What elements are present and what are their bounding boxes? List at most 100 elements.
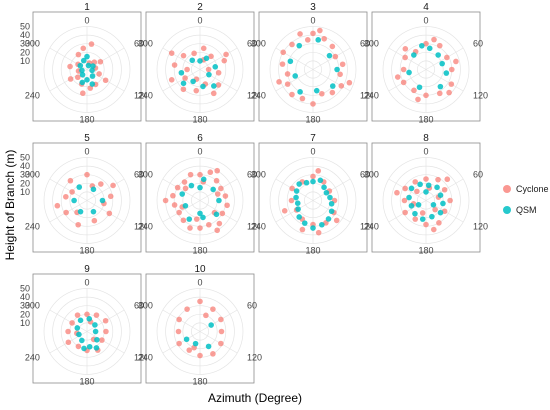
panel-title: 10: [194, 264, 206, 275]
cyclone-point: [182, 75, 188, 81]
cyclone-point: [207, 169, 214, 176]
angle-tick-label: 240: [364, 91, 379, 101]
qsm-point: [294, 200, 301, 206]
angle-grid-line: [312, 69, 351, 92]
cyclone-point: [299, 226, 306, 233]
angle-tick-label: 180: [418, 246, 433, 256]
legend: Cyclone QSM: [503, 184, 549, 215]
cyclone-point: [74, 312, 81, 318]
cyclone-point: [110, 182, 116, 189]
cyclone-point: [218, 328, 225, 335]
radial-tick-label: 50: [20, 284, 30, 294]
angle-tick-label: 0: [310, 147, 315, 157]
qsm-point: [94, 336, 100, 343]
cyclone-point: [339, 61, 346, 68]
cyclone-point: [224, 202, 230, 209]
qsm-point: [179, 191, 186, 197]
cyclone-point: [184, 66, 190, 73]
qsm-point: [292, 73, 299, 79]
angle-tick-label: 0: [84, 147, 89, 157]
cyclone-point: [170, 192, 176, 199]
qsm-point: [325, 216, 332, 222]
angle-tick-label: 60: [247, 170, 257, 180]
cyclone-point: [176, 209, 182, 216]
cyclone-point: [400, 66, 407, 73]
qsm-point: [76, 331, 82, 338]
qsm-point: [315, 37, 322, 43]
qsm-point: [89, 67, 95, 74]
cyclone-point: [394, 74, 401, 80]
qsm-point: [205, 343, 212, 350]
angle-tick-label: 60: [247, 301, 257, 311]
angle-grid-line: [275, 69, 314, 92]
panel-title: 5: [84, 133, 90, 144]
angle-tick-label: 180: [305, 246, 320, 256]
radial-tick-label: 30: [20, 39, 30, 49]
qsm-point: [426, 45, 433, 52]
angle-tick-label: 300: [25, 301, 40, 311]
qsm-point: [430, 202, 437, 208]
qsm-point: [92, 322, 98, 328]
qsm-point: [90, 63, 96, 69]
cyclone-point: [419, 210, 426, 216]
qsm-point: [79, 71, 86, 78]
x-axis-title: Azimuth (Degree): [208, 391, 302, 405]
qsm-point: [212, 64, 219, 70]
qsm-point: [197, 58, 203, 64]
cyclone-point: [448, 81, 455, 87]
qsm-point: [310, 178, 316, 185]
qsm-point: [77, 317, 84, 324]
cyclone-point: [176, 340, 182, 347]
cyclone-point: [206, 221, 212, 228]
cyclone-point: [96, 71, 102, 77]
qsm-point: [89, 81, 96, 87]
angle-tick-label: 60: [134, 301, 144, 311]
cyclone-point: [453, 58, 459, 65]
qsm-point: [303, 179, 310, 186]
cyclone-point: [402, 46, 409, 52]
legend-key-qsm: [503, 206, 511, 214]
cyclone-point: [321, 35, 327, 42]
panel-4: 4 0 60 120 180 240 300: [364, 2, 488, 125]
cyclone-point: [288, 197, 295, 204]
qsm-point: [79, 67, 85, 74]
cyclone-point: [412, 179, 419, 185]
panel-3: 3 0 60 120 180 240 300: [251, 2, 375, 125]
cyclone-point: [69, 189, 75, 195]
cyclone-point: [289, 41, 295, 48]
cyclone-point: [304, 37, 311, 43]
qsm-point: [313, 87, 320, 94]
cyclone-point: [214, 167, 220, 174]
cyclone-point: [332, 53, 339, 60]
cyclone-point: [423, 221, 429, 228]
angle-tick-label: 60: [473, 39, 483, 49]
qsm-point: [197, 184, 203, 191]
angle-grid-line: [199, 200, 238, 223]
angle-tick-label: 180: [192, 377, 207, 387]
cyclone-point: [103, 328, 109, 335]
cyclone-point: [75, 51, 82, 58]
cyclone-point: [97, 58, 104, 65]
cyclone-point: [289, 91, 295, 98]
panel-title: 2: [197, 2, 203, 13]
cyclone-point: [423, 40, 429, 47]
panel-title: 4: [423, 2, 429, 13]
qsm-point: [435, 52, 441, 58]
qsm-point: [301, 220, 308, 226]
angle-grid-line: [199, 47, 238, 70]
qsm-point: [440, 200, 446, 207]
qsm-point: [321, 184, 327, 191]
qsm-point: [79, 79, 86, 86]
cyclone-point: [168, 76, 175, 83]
cyclone-point: [441, 186, 448, 193]
cyclone-point: [80, 45, 87, 52]
angle-grid-line: [86, 331, 125, 354]
cyclone-point: [106, 210, 113, 217]
angle-tick-label: 0: [84, 278, 89, 288]
cyclone-point: [414, 188, 420, 195]
angle-tick-label: 120: [134, 222, 149, 232]
angle-tick-label: 120: [360, 91, 375, 101]
panel-title: 9: [84, 264, 90, 275]
cyclone-point: [447, 197, 453, 204]
